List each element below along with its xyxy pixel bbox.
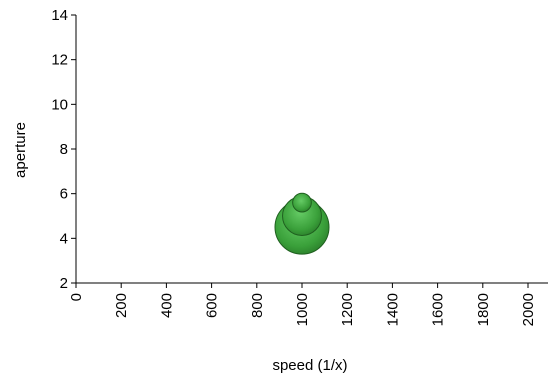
x-tick-label: 800: [249, 293, 266, 318]
y-axis-title: aperture: [12, 122, 29, 178]
x-tick-label: 400: [158, 293, 175, 318]
bubbles: [274, 192, 330, 255]
x-tick-label: 1000: [294, 293, 311, 326]
x-tick-label: 600: [204, 293, 221, 318]
y-tick-label: 14: [51, 7, 68, 24]
x-tick-label: 1200: [339, 293, 356, 326]
data-bubble: [292, 192, 312, 213]
x-tick-label: 0: [68, 293, 85, 301]
x-tick-label: 1600: [430, 293, 447, 326]
y-axis-ticks: 2 4 6 8 10 12 14: [51, 7, 76, 292]
x-tick-label: 1400: [384, 293, 401, 326]
x-tick-label: 1800: [475, 293, 492, 326]
x-axis-ticks: 0 200 400 600 800 1000 1200 1400 1600 1800 2000: [68, 283, 537, 326]
x-tick-label: 200: [113, 293, 130, 318]
y-tick-label: 2: [60, 275, 68, 292]
y-tick-label: 6: [60, 186, 68, 203]
y-tick-label: 8: [60, 141, 68, 158]
y-tick-label: 10: [51, 96, 68, 113]
y-tick-label: 4: [60, 230, 68, 247]
x-axis-title: speed (1/x): [272, 357, 347, 374]
x-tick-label: 2000: [520, 293, 537, 326]
y-tick-label: 12: [51, 52, 68, 69]
